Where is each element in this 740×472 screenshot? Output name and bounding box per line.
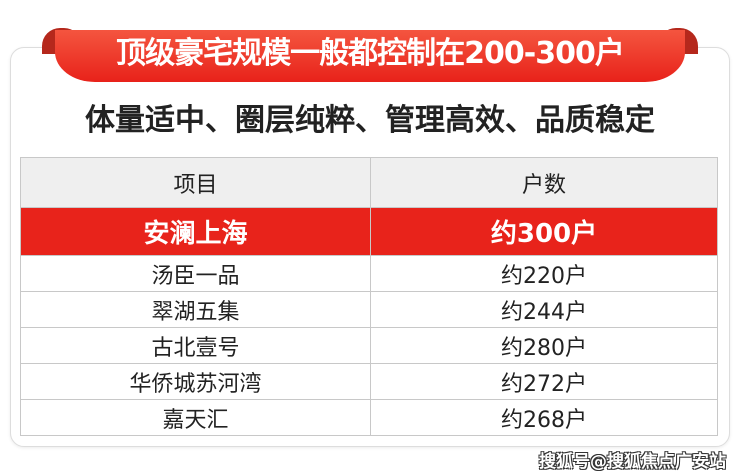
table-row: 华侨城苏河湾 约272户 (20, 363, 718, 400)
table-row: 古北壹号 约280户 (20, 327, 718, 364)
project-name: 翠湖五集 (20, 291, 371, 328)
project-name: 嘉天汇 (20, 399, 371, 436)
unit-count: 约280户 (370, 327, 718, 364)
header-units: 户数 (370, 157, 718, 208)
table-row: 汤臣一品 约220户 (20, 255, 718, 292)
banner-title: 顶级豪宅规模一般都控制在200-300户 (55, 30, 685, 82)
table-row: 翠湖五集 约244户 (20, 291, 718, 328)
project-name: 古北壹号 (20, 327, 371, 364)
units-table: 项目 户数 安澜上海 约300户 汤臣一品 约220户 翠湖五集 约244户 古… (20, 157, 718, 436)
unit-count: 约220户 (370, 255, 718, 292)
watermark: 搜狐号@搜狐焦点广安站 (539, 452, 726, 472)
table-header: 项目 户数 (20, 157, 718, 208)
unit-count: 约244户 (370, 291, 718, 328)
unit-count: 约268户 (370, 399, 718, 436)
header-project: 项目 (20, 157, 371, 208)
table-row-highlight: 安澜上海 约300户 (20, 207, 718, 256)
project-name: 汤臣一品 (20, 255, 371, 292)
project-name: 安澜上海 (20, 207, 371, 256)
unit-count: 约300户 (370, 207, 718, 256)
unit-count: 约272户 (370, 363, 718, 400)
table-row: 嘉天汇 约268户 (20, 399, 718, 436)
project-name: 华侨城苏河湾 (20, 363, 371, 400)
subtitle: 体量适中、圈层纯粹、管理高效、品质稳定 (85, 103, 655, 138)
